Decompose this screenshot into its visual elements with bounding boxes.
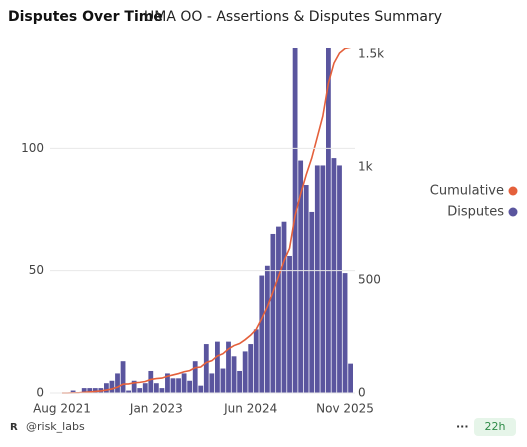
bar: [137, 388, 143, 393]
bar: [242, 351, 248, 393]
plot-area: [62, 48, 353, 394]
logo: R: [10, 422, 18, 433]
x-tick-label: Nov 2025: [316, 402, 374, 416]
chart-title: Disputes Over Time: [8, 9, 163, 25]
bar: [215, 341, 220, 393]
bar: [209, 373, 215, 393]
bar: [226, 341, 231, 393]
bar: [298, 160, 304, 393]
y2-tick-label: 1k: [358, 160, 373, 174]
bar: [348, 363, 353, 393]
bar: [276, 226, 281, 393]
bar: [181, 373, 187, 393]
y-tick-label: 0: [36, 386, 44, 400]
bar: [92, 388, 98, 393]
menu[interactable]: ···: [456, 420, 469, 433]
bar: [81, 388, 87, 393]
x-tick-label: Aug 2021: [33, 402, 91, 416]
bar: [170, 378, 176, 393]
bar: [342, 273, 348, 393]
bar: [142, 383, 148, 393]
legend-label: Cumulative: [430, 184, 504, 199]
y-tick-label: 100: [21, 141, 44, 155]
bar: [303, 185, 309, 393]
bar: [165, 373, 170, 393]
bar: [281, 221, 287, 393]
legend-swatch: [508, 186, 518, 196]
age: 22h: [485, 420, 506, 433]
bar: [126, 390, 131, 393]
bar: [192, 361, 198, 393]
bar: [326, 48, 331, 393]
bar: [159, 388, 165, 393]
bar: [320, 165, 326, 393]
bar: [153, 383, 159, 393]
bar: [220, 368, 226, 393]
y-tick-label: 50: [29, 263, 44, 277]
bar: [104, 383, 109, 393]
y2-tick-label: 1.5k: [358, 47, 384, 61]
bar: [253, 329, 259, 393]
x-tick-label: Jan 2023: [129, 402, 183, 416]
age-badge: [474, 418, 516, 436]
bar: [231, 356, 237, 393]
bar: [187, 380, 193, 393]
x-tick-label: Jun 2024: [223, 402, 277, 416]
bar: [198, 385, 204, 393]
bar: [337, 165, 342, 393]
bar: [287, 255, 292, 393]
bar: [248, 344, 254, 393]
handle[interactable]: @risk_labs: [26, 420, 85, 433]
bar: [264, 265, 270, 393]
bar: [87, 388, 93, 393]
bar: [148, 370, 154, 393]
bar: [259, 275, 265, 393]
bar: [314, 165, 320, 393]
y2-tick-label: 0: [358, 386, 366, 400]
cumulative-line: [62, 48, 351, 394]
bar: [115, 373, 120, 393]
bar: [109, 380, 115, 393]
legend-label: Disputes: [447, 205, 504, 220]
bar: [270, 233, 276, 393]
bar: [309, 211, 315, 393]
bar: [292, 48, 298, 393]
bar: [331, 158, 337, 393]
bar: [203, 344, 209, 393]
chart-subtitle: UMA OO - Assertions & Disputes Summary: [144, 9, 442, 25]
bar: [131, 380, 137, 393]
bar: [70, 390, 76, 393]
legend-swatch: [508, 207, 518, 217]
y2-tick-label: 500: [358, 273, 381, 287]
bar: [176, 378, 181, 393]
bar: [120, 361, 126, 393]
bar: [237, 370, 242, 393]
